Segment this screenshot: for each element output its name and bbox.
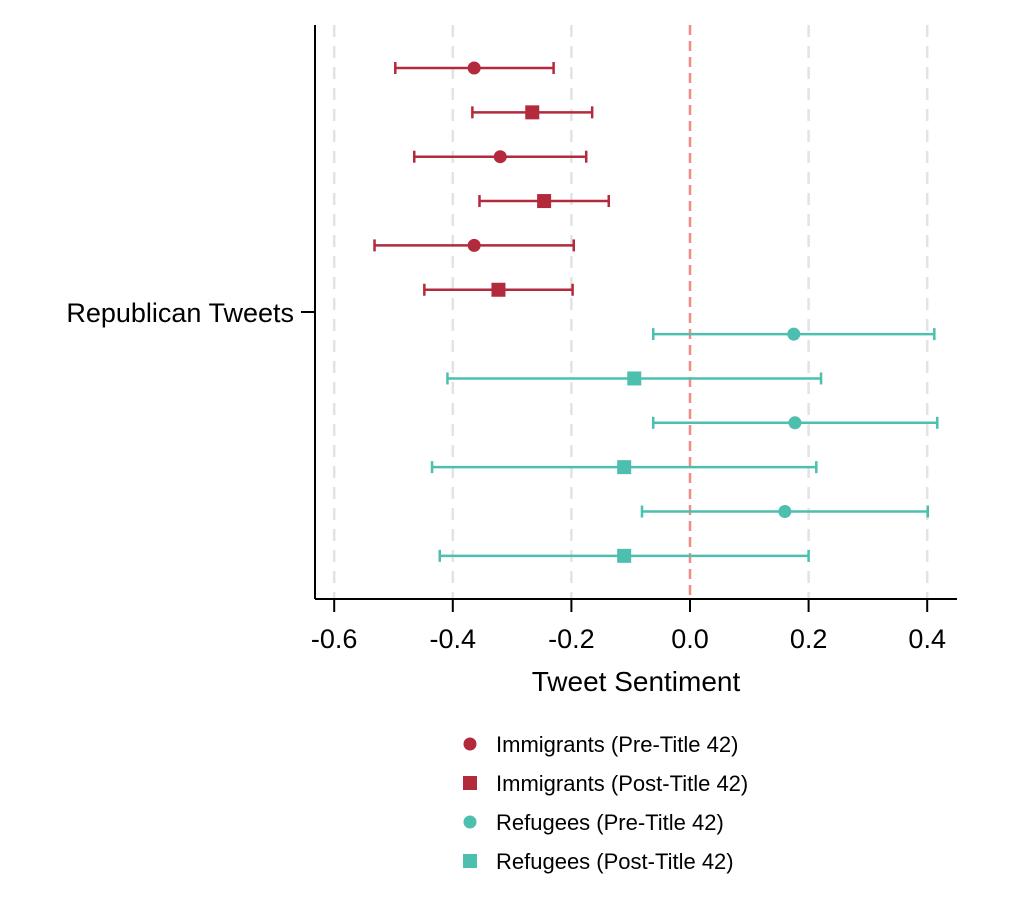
- point-estimate-circle: [778, 505, 792, 518]
- point-estimates: [467, 61, 802, 563]
- legend-marker-circle: [463, 815, 477, 829]
- x-tick-label: -0.4: [430, 624, 477, 654]
- error-bars: [373, 62, 939, 562]
- point-estimate-square: [537, 194, 552, 209]
- x-tick-label: 0.2: [790, 624, 828, 654]
- y-category-label: Republican Tweets: [66, 298, 294, 328]
- x-tick-label: -0.6: [311, 624, 358, 654]
- point-estimate-circle: [788, 416, 802, 430]
- x-tick-label: 0.4: [908, 624, 946, 654]
- point-estimate-circle: [467, 61, 481, 75]
- legend-label: Refugees (Pre-Title 42): [496, 810, 724, 835]
- point-estimate-circle: [493, 150, 507, 164]
- point-estimate-circle: [467, 238, 481, 252]
- legend-label: Refugees (Post-Title 42): [496, 849, 734, 874]
- point-estimate-square: [491, 282, 506, 297]
- point-estimate-square: [617, 460, 632, 475]
- point-estimate-circle: [787, 327, 801, 341]
- legend: Immigrants (Pre-Title 42) Immigrants (Pos…: [463, 732, 748, 874]
- legend-marker-square: [463, 854, 477, 868]
- legend-marker-circle: [463, 737, 477, 751]
- legend-label: Immigrants (Post-Title 42): [496, 771, 748, 796]
- x-tick-label: -0.2: [548, 624, 595, 654]
- point-estimate-square: [617, 548, 632, 563]
- legend-marker-square: [463, 776, 477, 790]
- legend-label: Immigrants (Pre-Title 42): [496, 732, 738, 757]
- point-estimate-square: [627, 371, 642, 386]
- point-estimate-square: [525, 105, 540, 120]
- x-tick-label: 0.0: [671, 624, 709, 654]
- x-axis-ticks: -0.6 -0.4 -0.2 0.0 0.2 0.4: [311, 599, 946, 654]
- x-axis-label: Tweet Sentiment: [532, 666, 741, 697]
- axes: Republican Tweets: [66, 25, 957, 600]
- vertical-gridlines: [332, 25, 929, 599]
